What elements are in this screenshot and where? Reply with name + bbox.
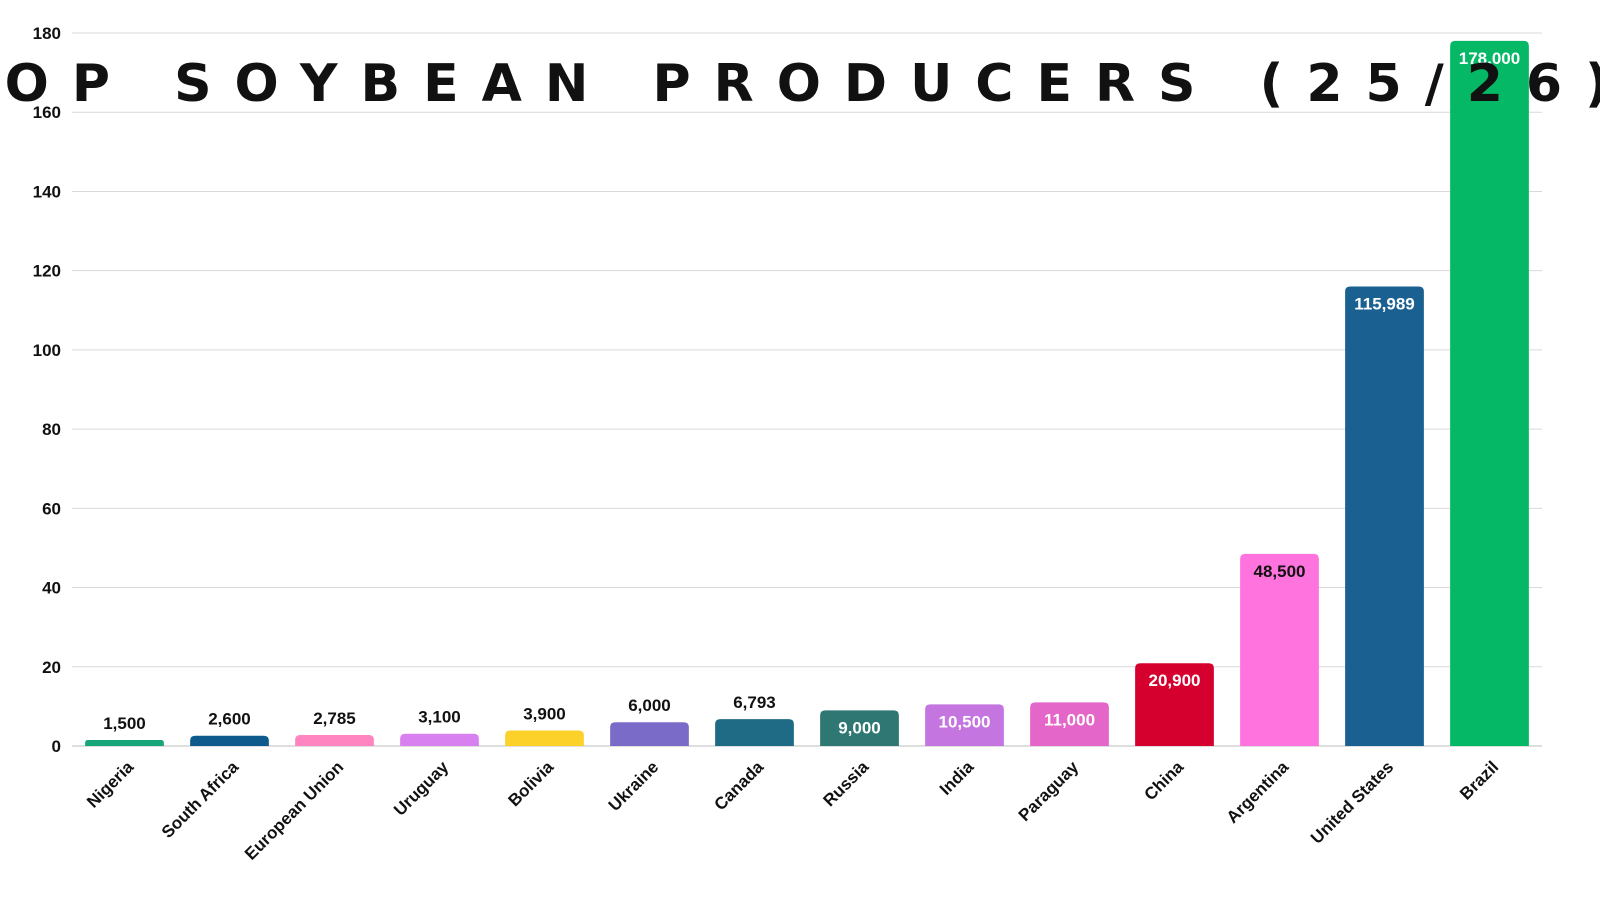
x-tick-label: India [936,757,978,799]
x-tick-label: China [1140,757,1187,804]
bar-china [1135,663,1214,746]
data-label: 115,989 [1354,295,1415,314]
x-tick-label: European Union [241,757,347,863]
data-label: 6,000 [628,696,671,715]
data-label: 9,000 [838,718,881,737]
bar-russia [820,710,899,746]
grid [72,32,1542,747]
x-tick-label: Argentina [1223,757,1293,827]
x-tick-label: Canada [710,757,767,814]
bar-canada [715,719,794,746]
bar-uruguay [400,733,479,746]
y-tick-label: 80 [42,420,61,439]
bar-united-states [1345,286,1424,746]
chart-title: TOP SOYBEAN PRODUCERS (25/26) [0,54,1600,114]
data-label: 6,793 [733,693,776,712]
data-label: 11,000 [1044,710,1095,729]
x-tick-label: United States [1307,757,1397,847]
x-tick-label: Russia [819,757,872,810]
y-tick-label: 0 [52,737,61,756]
y-tick-label: 120 [33,262,61,281]
x-tick-label: Ukraine [605,757,663,815]
data-label: 10,500 [939,712,991,731]
x-tick-label: Nigeria [83,757,138,812]
data-label: 48,500 [1254,562,1306,581]
bar-bolivia [505,730,584,746]
data-label: 178,000 [1459,49,1520,68]
data-label: 2,785 [313,709,356,728]
x-tick-label: South Africa [158,757,243,842]
data-label: 2,600 [208,710,251,729]
data-labels: 1,500 2,600 2,785 3,100 3,900 6,000 6,793 9,000… [103,49,1520,737]
y-tick-label: 40 [42,579,61,598]
data-label: 3,100 [418,708,461,727]
bar-argentina [1240,553,1319,746]
y-tick-label: 140 [33,182,61,201]
x-tick-label: Paraguay [1015,757,1083,825]
y-tick-label: 100 [33,341,61,360]
y-tick-label: 20 [42,658,61,677]
data-label: 20,900 [1149,671,1201,690]
y-tick-label: 160 [33,103,61,122]
data-label: 1,500 [103,714,146,733]
x-tick-label: Bolivia [504,757,557,810]
bar-european-union [295,734,374,746]
bars [85,40,1529,746]
y-tick-label: 60 [42,499,61,518]
bar-nigeria [85,740,164,746]
bar-india [925,704,1004,746]
data-label: 3,900 [523,705,566,724]
x-tick-label: Brazil [1456,757,1502,803]
y-axis: 0 20 40 60 80 100 120 140 160 180 [33,24,61,756]
bar-south-africa [190,735,269,746]
bar-brazil [1450,40,1529,746]
bar-paraguay [1030,702,1109,746]
y-tick-label: 180 [33,24,61,43]
bar-ukraine [610,722,689,746]
x-tick-label: Uruguay [390,757,453,820]
